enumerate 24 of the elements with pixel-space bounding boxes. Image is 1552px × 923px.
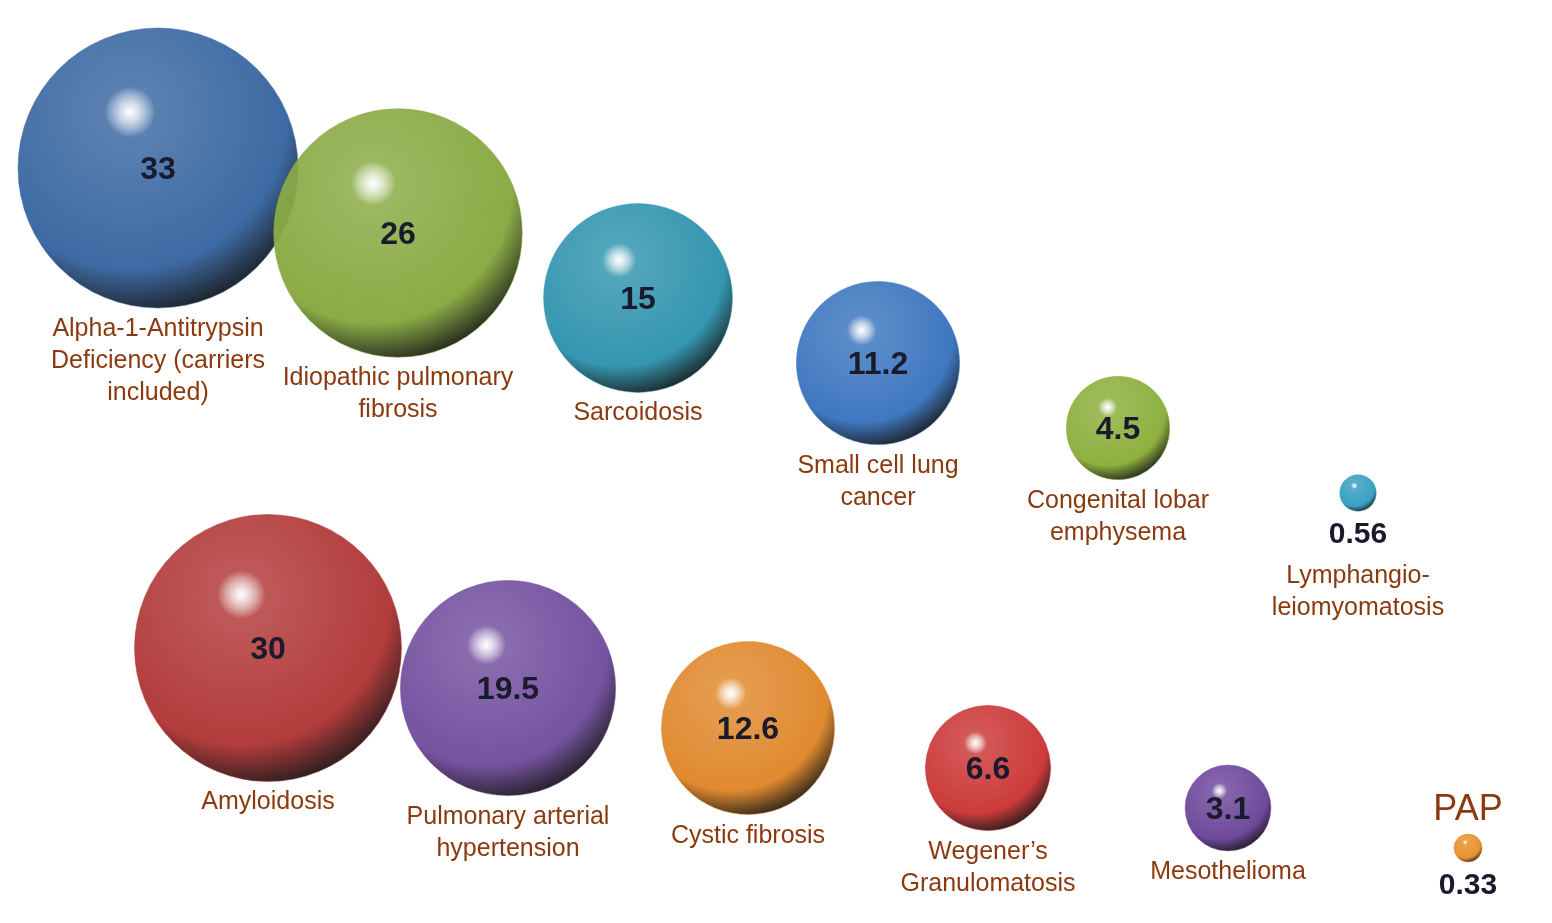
data-label: 3.1 [1205,790,1251,826]
category-label: Alpha-1-Antitrypsin Deficiency (carriers included) [51,313,265,405]
data-label: 6.6 [965,750,1011,786]
category-label: Cystic fibrosis [670,819,826,848]
category-label: Idiopathic pulmonary fibrosis [282,362,514,423]
category-label: Mesothelioma [1150,855,1306,884]
category-label: Wegener’s Granulomatosis [900,835,1076,896]
data-label: 15 [620,280,656,316]
data-label: 0.56 [1328,516,1388,550]
data-label: 11.2 [847,345,909,381]
category-label: Amyloidosis [201,786,335,815]
data-label: 26 [380,215,416,251]
data-label: 4.5 [1095,410,1141,446]
category-label: PAP [1433,787,1503,828]
category-label: Small cell lung cancer [797,449,959,510]
data-label: 0.33 [1438,867,1498,900]
category-label: Lymphangio-leiomyomatosis [1271,560,1445,621]
category-label: Congenital lobar emphysema [1026,484,1210,545]
data-label: 19.5 [476,670,540,706]
category-label: Sarcoidosis [573,397,703,426]
category-label: Pulmonary arterial hypertension [406,800,610,861]
data-label: 30 [250,630,286,666]
data-label: 12.6 [716,710,780,746]
data-label: 33 [140,150,176,186]
